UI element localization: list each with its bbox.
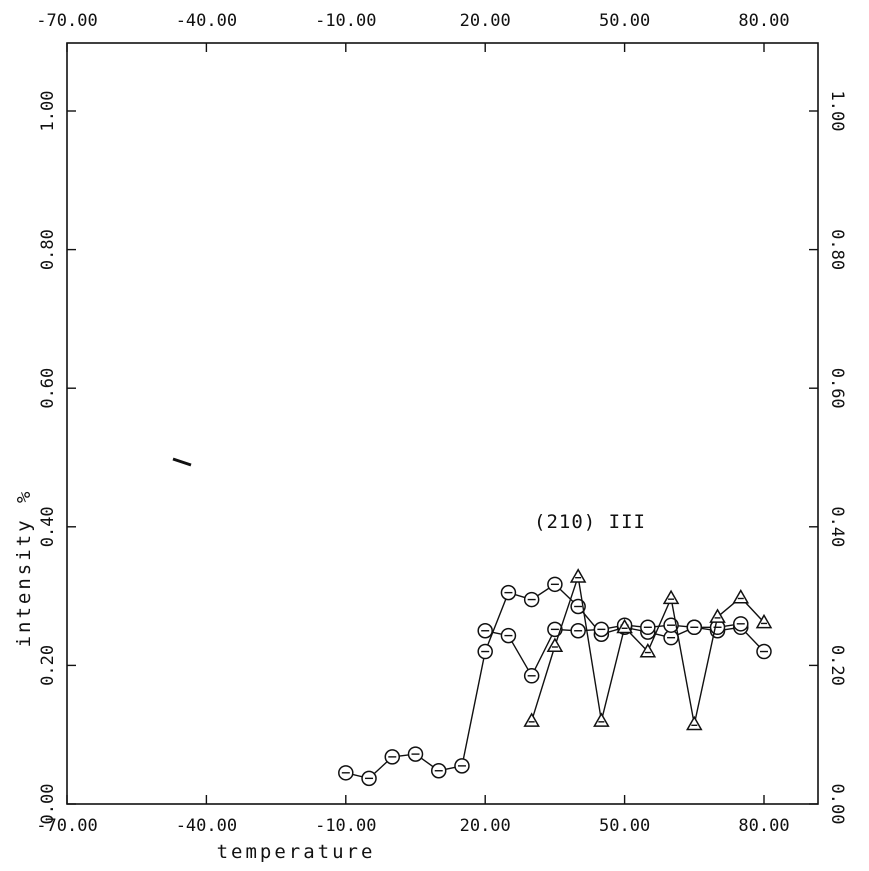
x-tick-label-bottom: -40.00 [176,816,237,836]
y-tick-label-right: 0.20 [827,645,847,686]
x-tick-label-bottom: -10.00 [315,816,376,836]
y-tick-label-left: 0.60 [38,368,58,409]
y-tick-label-right: 0.00 [827,784,847,825]
axis-ticks [66,43,818,805]
y-tick-label-left: 0.00 [38,784,58,825]
x-tick-label-bottom: 80.00 [738,816,789,836]
plot-frame [66,42,819,805]
triangle-marker [616,618,633,634]
y-tick-label-left: 0.80 [38,229,58,270]
x-tick-label-top: -10.00 [315,11,376,31]
x-tick-label-top: 20.00 [460,11,511,31]
stray-mark [172,457,192,467]
y-tick-label-right: 0.40 [827,506,847,547]
y-tick-label-right: 0.80 [827,229,847,270]
y-tick-label-left: 0.40 [38,506,58,547]
x-tick-label-bottom: -70.00 [36,816,97,836]
triangle-marker [686,715,703,731]
triangle-marker [546,637,564,652]
series-line-2 [485,623,741,678]
x-tick-label-top: 80.00 [738,11,789,31]
axis-tick-labels: -70.00 -70.00 -40.00 -40.00 -10.00 -10.00 20.0… [36,11,847,836]
series-line-1 [345,583,765,780]
y-tick-label-left: 1.00 [38,91,58,132]
triangle-marker [569,568,587,583]
y-tick-label-left: 0.20 [38,645,58,686]
triangle-marker [593,712,610,727]
x-tick-label-bottom: 50.00 [599,816,650,836]
y-axis-title: intensity % [13,489,35,648]
triangle-marker [639,643,657,658]
y-tick-label-right: 0.60 [827,368,847,409]
x-tick-label-bottom: 20.00 [460,816,511,836]
chart-annotation: (210) III [534,511,646,533]
x-tick-label-top: 50.00 [599,11,650,31]
x-tick-label-top: -40.00 [176,11,237,31]
triangle-marker [662,589,680,605]
triangle-marker [732,588,750,604]
x-tick-label-top: -70.00 [36,11,97,31]
data-series [338,568,773,787]
triangle-marker [755,613,773,629]
triangle-marker [709,608,726,623]
x-axis-title: temperature [217,841,376,863]
y-tick-label-right: 1.00 [827,91,847,132]
triangle-marker [523,712,540,727]
